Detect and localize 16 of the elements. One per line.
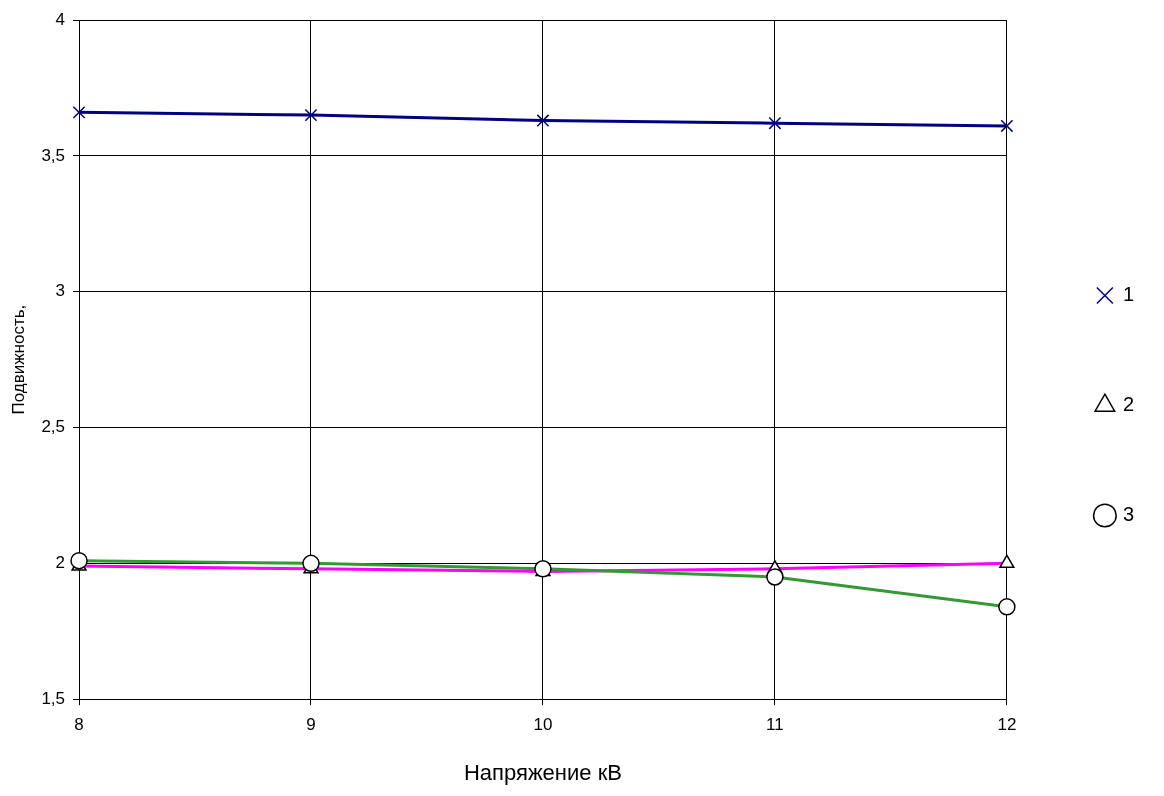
y-tick-label: 2 (55, 553, 66, 573)
y-tick-label: 2,5 (41, 417, 66, 437)
legend-label: 1 (1122, 283, 1134, 306)
y-axis-title: Подвижность, (8, 304, 28, 415)
y-tick-label: 3,5 (41, 145, 66, 165)
legend-label: 2 (1122, 393, 1134, 416)
x-tick-label: 11 (766, 715, 784, 735)
x-tick-label: 9 (306, 715, 316, 735)
x-tick-label: 10 (533, 715, 553, 735)
x-axis-title: Напряжение кВ (463, 759, 622, 785)
x-tick-label: 8 (74, 715, 84, 735)
y-tick-label: 4 (55, 9, 66, 29)
y-tick-label: 3 (55, 281, 66, 301)
legend-label: 3 (1122, 503, 1134, 526)
x-tick-label: 12 (997, 715, 1017, 735)
y-tick-label: 1,5 (41, 688, 66, 708)
